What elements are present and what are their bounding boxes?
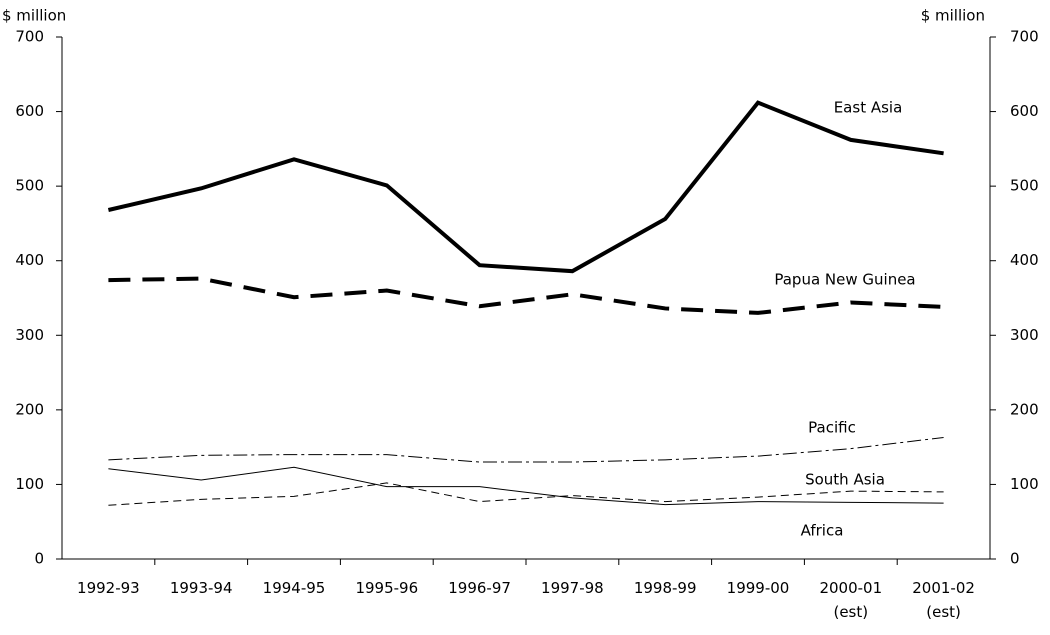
y-tick-label: 400 (15, 251, 44, 269)
y2-tick-label: 500 (1010, 177, 1039, 195)
x-tick-label: 2001-02 (est) (912, 579, 975, 621)
y-tick-label: 700 (15, 28, 44, 46)
series-line (108, 276, 944, 315)
x-tick-label: 1998-99 (634, 579, 697, 597)
y2-tick-label: 700 (1010, 28, 1039, 46)
x-tick-label: 1992-93 (77, 579, 140, 597)
y-tick-label: 0 (34, 550, 44, 568)
y2-tick-label: 100 (1010, 475, 1039, 493)
y-tick-label: 600 (15, 102, 44, 120)
x-tick-label: 1999-00 (727, 579, 790, 597)
y-tick-label: 100 (15, 475, 44, 493)
series-label: Papua New Guinea (774, 271, 915, 289)
y2-axis-label: $ million (921, 7, 985, 25)
x-tick-label: 1997-98 (541, 579, 604, 597)
x-tick-label: 1995-96 (355, 579, 418, 597)
y2-tick-label: 600 (1010, 102, 1039, 120)
series-line (107, 100, 944, 274)
series-label: South Asia (805, 471, 885, 489)
x-tick-label: 2000-01 (est) (819, 579, 882, 621)
x-tick-label: 1994-95 (263, 579, 326, 597)
y-tick-label: 500 (15, 177, 44, 195)
y2-tick-label: 400 (1010, 251, 1039, 269)
series-label: East Asia (834, 99, 903, 117)
x-tick-label: 1996-97 (448, 579, 511, 597)
y-tick-label: 300 (15, 326, 44, 344)
y-axis-label: $ million (2, 7, 66, 25)
y2-tick-label: 200 (1010, 400, 1039, 418)
x-tick-label: 1993-94 (170, 579, 233, 597)
y2-tick-label: 300 (1010, 326, 1039, 344)
y2-tick-label: 0 (1010, 550, 1020, 568)
series-label: Africa (801, 522, 844, 540)
series-line (108, 482, 944, 506)
series-line (108, 436, 944, 463)
series-label: Pacific (808, 419, 856, 437)
y-tick-label: 200 (15, 400, 44, 418)
series-line (108, 466, 944, 506)
